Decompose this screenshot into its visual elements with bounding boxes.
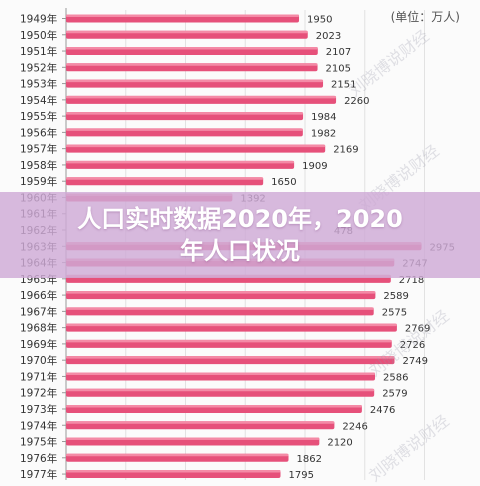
bar-highlight <box>66 291 376 294</box>
category-label: 1950年 <box>20 29 57 42</box>
value-label: 2575 <box>382 307 407 318</box>
value-label: 2023 <box>316 31 341 42</box>
value-label: 1795 <box>289 470 314 480</box>
bar-highlight <box>66 388 375 392</box>
bar-highlight <box>66 128 303 131</box>
bar-highlight <box>66 14 300 17</box>
value-label: 1862 <box>297 454 322 465</box>
bar-highlight <box>66 421 335 424</box>
value-label: 2169 <box>333 145 358 156</box>
category-label: 1966年 <box>20 289 57 302</box>
bar-highlight <box>66 453 289 457</box>
bar-highlight <box>66 470 281 473</box>
bar-highlight <box>66 79 324 83</box>
bar-highlight <box>66 177 264 180</box>
bar-highlight <box>66 404 362 408</box>
bar-highlight <box>66 112 304 115</box>
value-label: 2246 <box>342 421 367 432</box>
value-label: 2120 <box>327 438 352 449</box>
value-label: 2476 <box>370 405 395 416</box>
category-label: 1975年 <box>20 436 57 449</box>
category-label: 1976年 <box>20 452 57 465</box>
bar-highlight <box>66 339 392 343</box>
category-label: 1968年 <box>20 322 57 335</box>
bar-highlight <box>66 356 395 359</box>
category-label: 1954年 <box>20 94 57 107</box>
value-label: 2586 <box>383 372 408 383</box>
bar-highlight <box>66 95 337 99</box>
value-label: 1982 <box>311 128 336 139</box>
value-label: 2105 <box>326 63 351 74</box>
value-label: 1909 <box>302 161 327 172</box>
value-label: 2749 <box>403 356 428 367</box>
value-label: 2107 <box>326 47 351 58</box>
bar-highlight <box>66 323 397 327</box>
value-label: 2579 <box>382 389 407 400</box>
category-label: 1949年 <box>20 13 57 26</box>
bar-highlight <box>66 144 326 148</box>
category-label: 1959年 <box>20 175 57 188</box>
category-label: 1951年 <box>20 45 57 58</box>
category-label: 1972年 <box>20 387 57 400</box>
bar-highlight <box>66 47 318 50</box>
banner-title-line-1: 人口实时数据2020年，2020 <box>77 205 403 233</box>
unit-label: (单位：万人) <box>390 10 460 24</box>
category-label: 1977年 <box>20 468 57 480</box>
value-label: 2260 <box>344 96 369 107</box>
bar-highlight <box>66 30 308 34</box>
value-label: 2151 <box>331 80 356 91</box>
value-label: 2589 <box>383 291 408 302</box>
value-label: 1984 <box>311 112 336 123</box>
value-label: 2718 <box>399 275 424 286</box>
category-label: 1967年 <box>20 305 57 318</box>
bar-highlight <box>66 63 318 66</box>
category-label: 1958年 <box>20 159 57 172</box>
category-label: 1974年 <box>20 419 57 432</box>
bar-highlight <box>66 160 295 164</box>
banner-title-line-2: 年人口状况 <box>180 237 300 265</box>
category-label: 1955年 <box>20 110 57 123</box>
category-label: 1956年 <box>20 126 57 139</box>
bar-highlight <box>66 372 376 375</box>
value-label: 2769 <box>405 324 430 335</box>
category-label: 1970年 <box>20 354 57 367</box>
category-label: 1953年 <box>20 78 57 91</box>
category-label: 1973年 <box>20 403 57 416</box>
value-label: 1950 <box>307 15 332 26</box>
category-label: 1969年 <box>20 338 57 351</box>
value-label: 1650 <box>271 177 296 188</box>
value-label: 2726 <box>400 340 425 351</box>
bar-highlight <box>66 437 320 441</box>
bar-highlight <box>66 307 374 310</box>
category-label: 1952年 <box>20 61 57 74</box>
category-label: 1957年 <box>20 143 57 156</box>
category-label: 1971年 <box>20 370 57 383</box>
title-banner: 人口实时数据2020年，2020 年人口状况 <box>0 192 480 278</box>
